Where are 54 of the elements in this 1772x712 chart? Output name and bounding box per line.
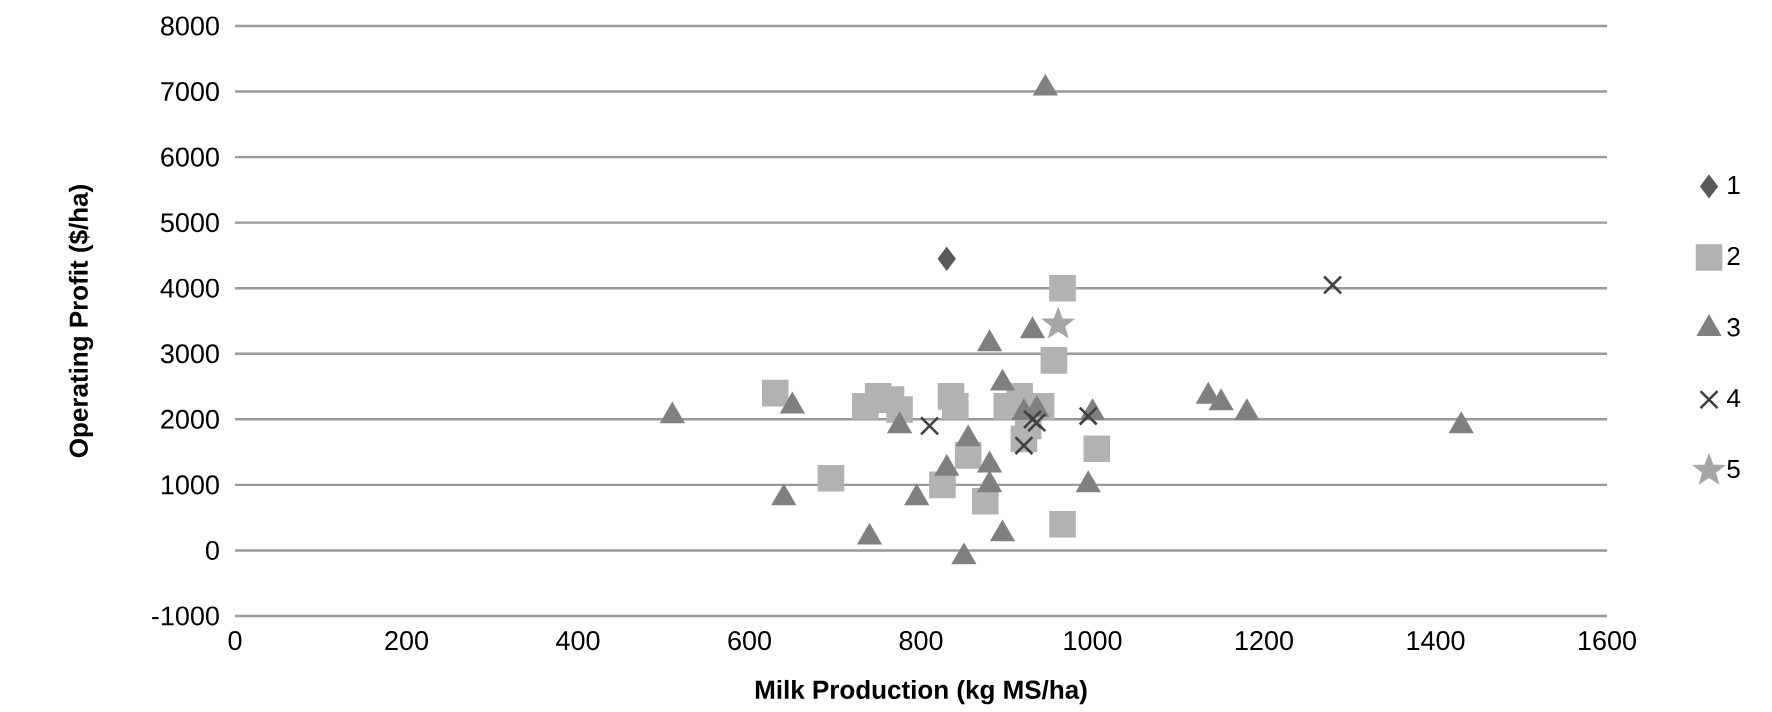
y-tick-label: 0 (206, 540, 219, 560)
x-tick-label: 1400 (1407, 631, 1465, 651)
point (887, 412, 912, 434)
point (990, 520, 1015, 542)
point (1449, 412, 1473, 434)
y-axis-title: Operating Profit ($/ha) (68, 185, 94, 458)
point (761, 379, 789, 407)
point (1014, 435, 1034, 456)
point (937, 247, 956, 271)
point (919, 416, 940, 436)
point (660, 402, 685, 424)
point (817, 465, 845, 492)
legend-label: 5 (1727, 460, 1740, 479)
point (952, 543, 976, 565)
x-tick-label: 1600 (1579, 631, 1636, 651)
x-tick-label: 1200 (1236, 631, 1293, 651)
point (942, 392, 969, 420)
y-tick-label: 2000 (161, 409, 219, 429)
point (977, 471, 1002, 493)
point (1322, 275, 1343, 295)
point (1040, 347, 1068, 374)
x-tick-label: 400 (556, 631, 600, 651)
point (956, 425, 980, 447)
x-tick-label: 200 (385, 631, 428, 651)
y-tick-label: 6000 (161, 147, 219, 167)
x-tick-label: 600 (728, 631, 771, 651)
legend-label: 1 (1728, 176, 1740, 194)
point (977, 451, 1002, 473)
y-tick-label: 4000 (160, 278, 219, 298)
y-tick-label: -1000 (152, 606, 219, 626)
point (1049, 510, 1076, 538)
point (935, 455, 959, 476)
x-tick-label: 1000 (1064, 631, 1122, 651)
point (857, 524, 882, 545)
legend-label: 2 (1727, 246, 1740, 266)
x-tick-label: 0 (228, 631, 242, 651)
y-tick-label: 7000 (161, 82, 219, 102)
point (772, 484, 796, 506)
y-tick-label: 1000 (161, 475, 219, 495)
legend-label: 3 (1727, 318, 1740, 337)
y-tick-label: 8000 (161, 16, 219, 36)
y-tick-label: 3000 (160, 344, 219, 364)
point (1049, 274, 1076, 302)
point (1083, 435, 1111, 463)
point (1041, 306, 1075, 339)
point (1235, 399, 1259, 421)
x-axis-title: Milk Production (kg MS/ha) (755, 679, 1087, 705)
legend-label: 4 (1726, 389, 1741, 408)
point (1076, 471, 1100, 493)
y-tick-label: 5000 (160, 213, 219, 233)
point (905, 484, 929, 506)
point (1078, 406, 1098, 426)
point (1209, 389, 1233, 411)
x-tick-label: 800 (899, 631, 943, 651)
